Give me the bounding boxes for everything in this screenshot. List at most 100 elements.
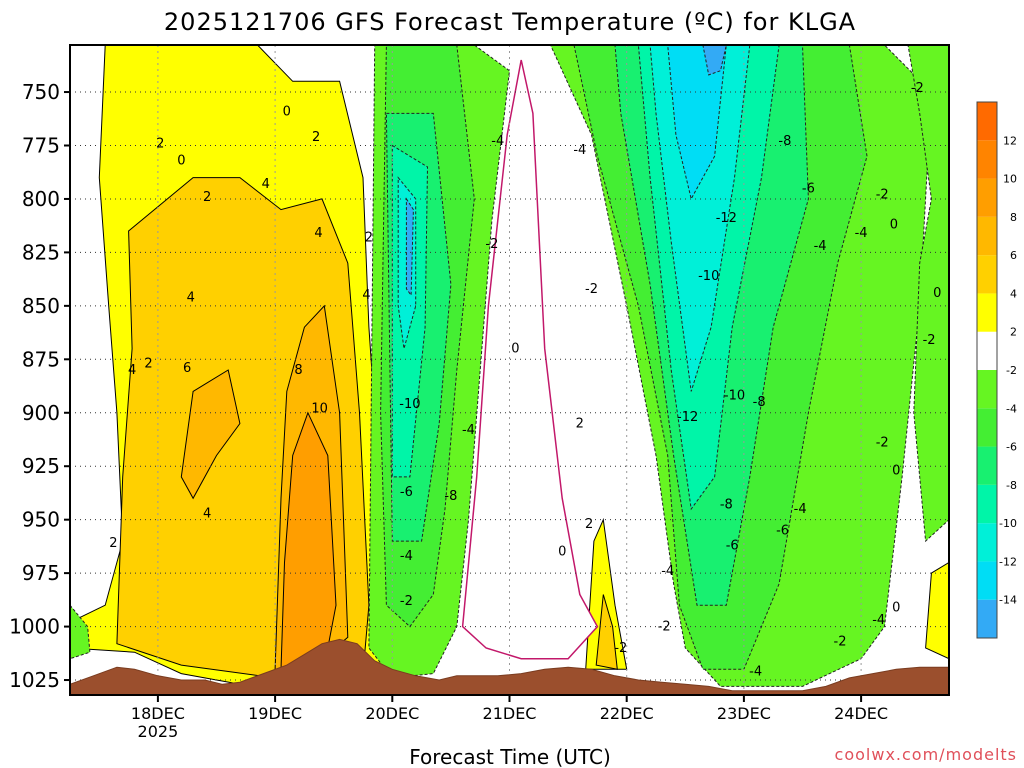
contour-label: 4 xyxy=(262,177,270,192)
colorbar: -14 -12 -10 -8 -6 -4 -2 2 4 6 8 10 12 xyxy=(976,101,1017,639)
x-tick-label: 21DEC xyxy=(483,704,537,723)
terrain xyxy=(70,638,949,695)
contour-label: 2 xyxy=(312,130,320,145)
y-tick-label: 875 xyxy=(22,347,60,371)
contour-label: 10 xyxy=(311,401,328,416)
contour-label: 0 xyxy=(890,218,898,233)
contour-label: 2 xyxy=(109,536,117,551)
contour-label: 2 xyxy=(365,230,373,245)
x-tick-label: 23DEC xyxy=(717,704,771,723)
colorbar-label: -14 xyxy=(999,594,1017,607)
temperature-region-warm-nose-2 xyxy=(585,517,628,670)
colorbar-swatch xyxy=(977,446,997,485)
colorbar-label: 12 xyxy=(1003,134,1017,147)
x-tick-label: 18DEC xyxy=(131,704,185,723)
contour-label: 0 xyxy=(892,463,900,478)
contour-label: 2 xyxy=(585,517,593,532)
contour-label: 0 xyxy=(283,104,291,119)
colorbar-swatch xyxy=(977,484,997,524)
contour-label: 0 xyxy=(177,153,185,168)
contour-label: -8 xyxy=(720,498,733,513)
colorbar-frame xyxy=(976,101,998,639)
contour-label: -2 xyxy=(911,81,924,96)
contour-label: -8 xyxy=(444,489,457,504)
temperature-region-warm-nose-2-core xyxy=(595,594,618,670)
y-tick-label: 925 xyxy=(22,454,60,478)
contour-label: -4 xyxy=(462,423,475,438)
temperature-region-blue-core-1 xyxy=(405,197,414,297)
colorbar-swatch xyxy=(977,293,997,332)
colorbar-label: -10 xyxy=(999,517,1017,530)
colorbar-swatch xyxy=(977,408,997,447)
contour-label: -12 xyxy=(716,211,737,226)
contour-label: -2 xyxy=(876,188,889,203)
grid-lines xyxy=(70,45,949,695)
colorbar-swatch xyxy=(977,370,997,409)
y-tick-label: 800 xyxy=(22,187,60,211)
colorbar-swatch xyxy=(977,140,997,179)
contour-label: -2 xyxy=(614,641,627,656)
colorbar-swatch xyxy=(977,331,997,370)
x-tick-label: 19DEC xyxy=(248,704,302,723)
temperature-region-deep-cyan-2 xyxy=(667,45,727,201)
contour-label: -6 xyxy=(726,538,739,553)
colorbar-swatch xyxy=(977,561,997,600)
contour-label: 8 xyxy=(294,363,302,378)
colorbar-label: -12 xyxy=(999,555,1017,568)
y-tick-label: 850 xyxy=(22,294,60,318)
contour-label: -4 xyxy=(749,664,762,679)
colorbar-label: 2 xyxy=(1010,326,1017,339)
contour-label: -10 xyxy=(724,389,745,404)
contour-label: -4 xyxy=(794,502,807,517)
contour-label: -2 xyxy=(834,635,847,650)
y-tick-label: 750 xyxy=(22,80,60,104)
contour-label: -6 xyxy=(802,181,815,196)
contour-label: -4 xyxy=(814,239,827,254)
contour-label: 0 xyxy=(892,600,900,615)
contour-label: -4 xyxy=(872,613,885,628)
y-tick-label: 900 xyxy=(22,401,60,425)
temperature-region-green-far-east xyxy=(907,45,949,543)
y-tick-label: 975 xyxy=(22,561,60,585)
contour-label: -10 xyxy=(698,269,719,284)
contour-label: 4 xyxy=(314,226,322,241)
x-tick-label: 22DEC xyxy=(600,704,654,723)
colorbar-label: -2 xyxy=(1006,364,1017,377)
contour-label: -6 xyxy=(400,485,413,500)
x-tick-label: 20DEC xyxy=(365,704,419,723)
temperature-region-blue-core-2 xyxy=(702,45,727,76)
colorbar-swatch xyxy=(977,102,997,141)
temperature-region-cyan-2 xyxy=(649,45,751,392)
y-tick-label: 825 xyxy=(22,240,60,264)
contour-label: 4 xyxy=(362,288,370,303)
y-tick-label: 1000 xyxy=(9,615,60,639)
colorbar-swatch xyxy=(977,523,997,562)
colorbar-label: -8 xyxy=(1006,479,1017,492)
y-tick-label: 950 xyxy=(22,508,60,532)
contour-label: 2 xyxy=(156,136,164,151)
colorbar-label: 4 xyxy=(1010,287,1017,300)
contour-label: -4 xyxy=(400,549,413,564)
contour-label: 2 xyxy=(576,416,584,431)
x-tick-label: 24DEC xyxy=(834,704,888,723)
credit-text: coolwx.com/modelts xyxy=(835,745,1017,764)
contour-label: 2 xyxy=(144,357,152,372)
contour-label: -2 xyxy=(923,333,936,348)
y-tick-label: 1025 xyxy=(9,668,60,692)
contour-label: -8 xyxy=(753,395,766,410)
contour-label: 0 xyxy=(558,545,566,560)
colorbar-swatch xyxy=(977,216,997,256)
contour-label: -4 xyxy=(573,143,586,158)
contour-label: 4 xyxy=(128,363,136,378)
contour-label: -12 xyxy=(677,410,698,425)
contour-label: 0 xyxy=(933,286,941,301)
temperature-region-green-west-pocket xyxy=(70,604,91,660)
colorbar-label: 6 xyxy=(1010,249,1017,262)
contour-label: -2 xyxy=(876,436,889,451)
contour-label: 6 xyxy=(183,361,191,376)
x-tick-sublabel: 2025 xyxy=(138,722,179,741)
colorbar-swatch xyxy=(977,178,997,217)
colorbar-label: -4 xyxy=(1006,402,1017,415)
